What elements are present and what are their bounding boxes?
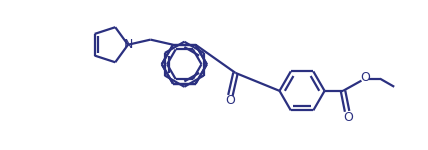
- Text: N: N: [123, 38, 133, 51]
- Text: O: O: [226, 94, 235, 107]
- Text: O: O: [361, 71, 371, 84]
- Text: O: O: [343, 111, 353, 124]
